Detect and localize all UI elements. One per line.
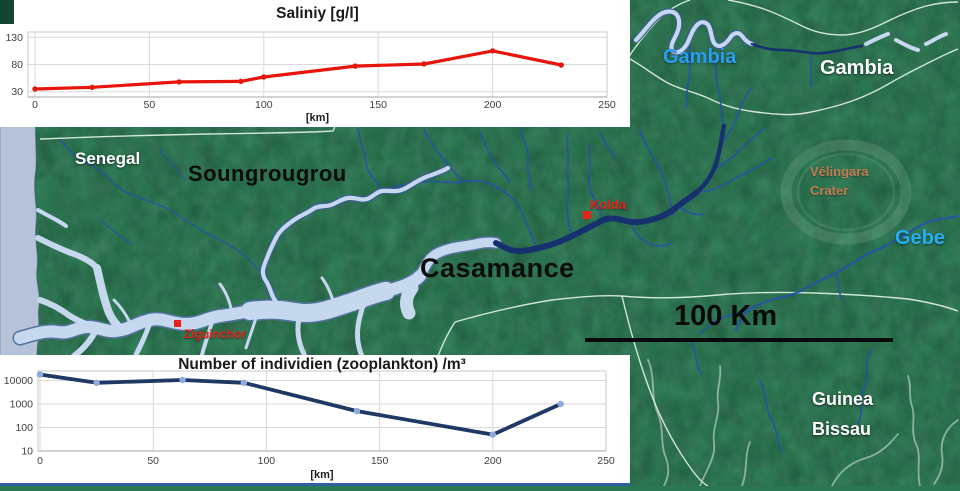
y-tick-label: 100 bbox=[15, 422, 33, 434]
zooplankton-marker bbox=[353, 407, 361, 415]
salinity-marker bbox=[176, 79, 182, 85]
y-tick-label: 10 bbox=[21, 446, 33, 458]
label-senegal: Senegal bbox=[75, 149, 141, 168]
y-tick-label: 30 bbox=[11, 86, 23, 98]
label-gambia-river: Gambia bbox=[663, 46, 737, 68]
x-tick-label: 100 bbox=[255, 99, 273, 111]
label-velingara-line2: Crater bbox=[810, 183, 849, 198]
salinity-marker bbox=[238, 78, 244, 85]
salinity-marker bbox=[32, 86, 38, 92]
x-tick-label: 250 bbox=[598, 99, 616, 111]
x-tick-label: 50 bbox=[144, 99, 156, 111]
salinity-marker bbox=[89, 84, 95, 91]
salinity-line bbox=[33, 49, 563, 91]
salinity-chart-panel: 30 80 130 0 50 100 150 200 250 [km] Saliniy [g/l] bbox=[0, 0, 630, 127]
x-tick-label: 0 bbox=[32, 99, 38, 111]
zooplankton-marker bbox=[93, 379, 100, 386]
salinity-marker bbox=[489, 48, 496, 54]
border-gambia-north bbox=[727, 0, 959, 36]
border-guinea-bissau-west bbox=[437, 321, 456, 357]
label-velingara-line1: Vélingara bbox=[810, 164, 869, 179]
label-guinea-line2: Bissau bbox=[812, 419, 872, 439]
y-tick-label: 1000 bbox=[10, 399, 34, 411]
streams bbox=[59, 46, 960, 453]
x-tick-label: 200 bbox=[484, 455, 502, 467]
x-axis-title: [km] bbox=[310, 469, 334, 481]
label-ziguinchor: Ziguinchor bbox=[184, 327, 246, 341]
scale-bar-label: 100 Km bbox=[674, 300, 778, 332]
map-corner-patch bbox=[0, 0, 14, 24]
estuary-river bbox=[20, 12, 948, 359]
label-soungrougrou: Soungrougrou bbox=[188, 161, 347, 186]
border-guinea-bissau-north bbox=[454, 291, 959, 323]
label-guinea-bissau: Guinea Bissau bbox=[812, 384, 873, 444]
pale-streams bbox=[647, 359, 959, 486]
zooplankton-chart-panel: 10 100 1000 10000 0 50 100 150 200 250 [km] Number … bbox=[0, 355, 630, 486]
x-tick-label: 150 bbox=[371, 455, 389, 467]
y-tick-label: 80 bbox=[11, 59, 23, 71]
country-borders bbox=[39, 0, 959, 486]
x-tick-label: 200 bbox=[484, 99, 502, 111]
x-tick-label: 50 bbox=[147, 455, 159, 467]
salinity-marker bbox=[261, 74, 267, 80]
zooplankton-marker bbox=[240, 379, 247, 386]
label-casamance: Casamance bbox=[420, 253, 575, 283]
zooplankton-marker bbox=[557, 400, 564, 408]
label-velingara-crater: Vélingara Crater bbox=[810, 162, 869, 200]
x-axis-title: [km] bbox=[306, 112, 330, 124]
y-tick-label: 10000 bbox=[4, 375, 33, 387]
zooplankton-marker bbox=[36, 371, 44, 378]
label-guinea-line1: Guinea bbox=[812, 389, 874, 409]
border-senegal-gambia-west bbox=[39, 123, 337, 140]
zooplankton-marker bbox=[179, 376, 186, 384]
scale-bar-line bbox=[585, 338, 893, 342]
x-tick-label: 100 bbox=[258, 455, 276, 467]
label-kolda: Kolda bbox=[590, 197, 627, 212]
salinity-marker bbox=[558, 62, 564, 68]
border-gambia-south bbox=[627, 48, 959, 116]
salinity-chart: 30 80 130 0 50 100 150 200 250 [km] Saliniy [g/l] bbox=[5, 5, 616, 124]
label-gambia-country: Gambia bbox=[820, 57, 894, 79]
label-gebe: Gebe bbox=[895, 227, 946, 249]
salinity-marker bbox=[352, 63, 359, 69]
zooplankton-chart: 10 100 1000 10000 0 50 100 150 200 250 [km] Number … bbox=[0, 356, 630, 486]
y-tick-label: 130 bbox=[5, 32, 23, 44]
bottom-rule bbox=[0, 483, 630, 486]
salinity-marker bbox=[421, 61, 427, 67]
chart-title: Number of individien (zooplankton) /m³ bbox=[178, 356, 466, 373]
crater-ring bbox=[780, 139, 912, 245]
chart-title: Saliniy [g/l] bbox=[276, 5, 359, 22]
ziguinchor-marker bbox=[174, 320, 181, 327]
gambia-river-east bbox=[750, 42, 864, 55]
casamance-river bbox=[493, 42, 864, 255]
zooplankton-line bbox=[38, 372, 563, 437]
ocean bbox=[0, 99, 41, 381]
kolda-marker bbox=[583, 211, 591, 219]
x-tick-label: 0 bbox=[37, 455, 43, 467]
zooplankton-marker bbox=[489, 431, 496, 438]
x-tick-label: 150 bbox=[369, 99, 387, 111]
x-tick-label: 250 bbox=[597, 455, 615, 467]
